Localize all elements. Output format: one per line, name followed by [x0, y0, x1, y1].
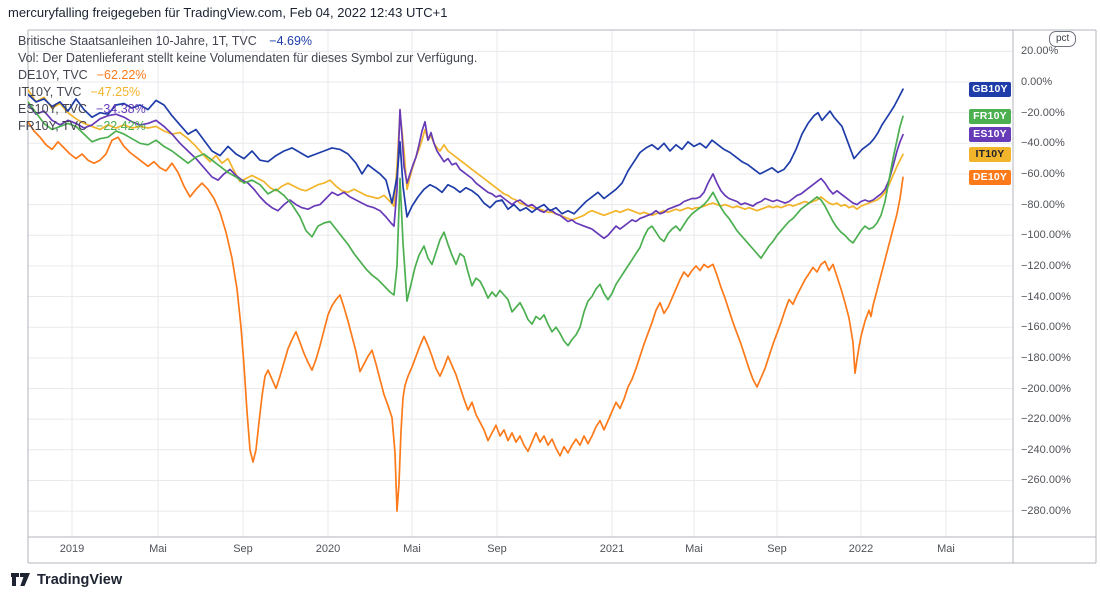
price-scale-unit-badge[interactable]: pct — [1049, 31, 1077, 47]
tradingview-logo-icon — [11, 573, 30, 586]
attribution-text: mercuryfalling freigegeben für TradingVi… — [8, 5, 448, 20]
overlay-change: −22.42% — [96, 119, 146, 133]
price-tick-label: −20.00% — [1021, 106, 1065, 119]
overlay-symbol: DE10Y, TVC — [18, 68, 88, 82]
legend-overlay-rows: DE10Y, TVC −62.22% IT10Y, TVC −47.25% ES10Y,… — [18, 67, 477, 135]
series-line-de10y[interactable] — [28, 120, 904, 512]
price-tick-label: −240.00% — [1021, 443, 1071, 456]
axis-badge-de10y: DE10Y — [969, 169, 1011, 185]
price-tick-label: −60.00% — [1021, 167, 1065, 180]
time-tick-label: Sep — [487, 543, 507, 555]
series-line-es10y[interactable] — [28, 102, 904, 240]
legend-overlay-row[interactable]: ES10Y, TVC −34.38% — [18, 101, 477, 118]
time-tick-label: Sep — [233, 543, 253, 555]
footer: TradingView — [10, 571, 122, 588]
price-tick-label: 20.00% — [1021, 45, 1059, 58]
tradingview-wordmark: TradingView — [37, 571, 123, 588]
time-tick-label: Mai — [937, 543, 955, 555]
axis-badge-gb10y: GB10Y — [969, 81, 1011, 97]
main-symbol-title: Britische Staatsanleihen 10-Jahre, 1T, T… — [18, 34, 257, 48]
main-symbol-change: −4.69% — [269, 34, 313, 48]
series-line-gb10y[interactable] — [28, 88, 904, 218]
axis-badge-fr10y: FR10Y — [969, 108, 1011, 124]
legend-main-row[interactable]: Britische Staatsanleihen 10-Jahre, 1T, T… — [18, 33, 477, 50]
volume-note: Vol: Der Datenlieferant stellt keine Vol… — [18, 51, 478, 65]
price-tick-label: −160.00% — [1021, 321, 1071, 334]
overlay-symbol: IT10Y, TVC — [18, 85, 82, 99]
price-tick-label: −220.00% — [1021, 413, 1071, 426]
time-tick-label: 2019 — [59, 543, 85, 555]
legend-overlay-row[interactable]: IT10Y, TVC −47.25% — [18, 84, 477, 101]
overlay-change: −62.22% — [96, 68, 147, 82]
legend-vol-row[interactable]: Vol: Der Datenlieferant stellt keine Vol… — [18, 50, 477, 67]
price-tick-label: −180.00% — [1021, 351, 1071, 364]
price-tick-label: −260.00% — [1021, 474, 1071, 487]
time-tick-label: Mai — [149, 543, 167, 555]
price-tick-label: −140.00% — [1021, 290, 1071, 303]
chart-legend: Britische Staatsanleihen 10-Jahre, 1T, T… — [18, 33, 477, 135]
time-tick-label: Mai — [685, 543, 703, 555]
axis-badge-it10y: IT10Y — [969, 146, 1011, 162]
price-tick-label: −200.00% — [1021, 382, 1071, 395]
series-line-fr10y[interactable] — [28, 101, 904, 347]
price-tick-label: −120.00% — [1021, 259, 1071, 272]
overlay-symbol: ES10Y, TVC — [18, 102, 88, 116]
time-tick-label: 2022 — [848, 543, 874, 555]
legend-overlay-row[interactable]: FR10Y, TVC −22.42% — [18, 118, 477, 135]
time-tick-label: Sep — [767, 543, 787, 555]
price-tick-label: 0.00% — [1021, 76, 1053, 88]
legend-overlay-row[interactable]: DE10Y, TVC −62.22% — [18, 67, 477, 84]
price-tick-label: −100.00% — [1021, 229, 1071, 242]
overlay-symbol: FR10Y, TVC — [18, 119, 88, 133]
price-tick-label: −280.00% — [1021, 505, 1071, 518]
price-tick-label: −80.00% — [1021, 198, 1065, 211]
time-tick-label: Mai — [403, 543, 421, 555]
time-tick-label: 2021 — [599, 543, 625, 555]
price-tick-label: −40.00% — [1021, 137, 1065, 150]
overlay-change: −34.38% — [96, 102, 146, 116]
time-tick-label: 2020 — [315, 543, 341, 555]
overlay-change: −47.25% — [90, 85, 141, 99]
series-line-it10y[interactable] — [28, 88, 904, 221]
axis-badge-es10y: ES10Y — [969, 127, 1011, 143]
